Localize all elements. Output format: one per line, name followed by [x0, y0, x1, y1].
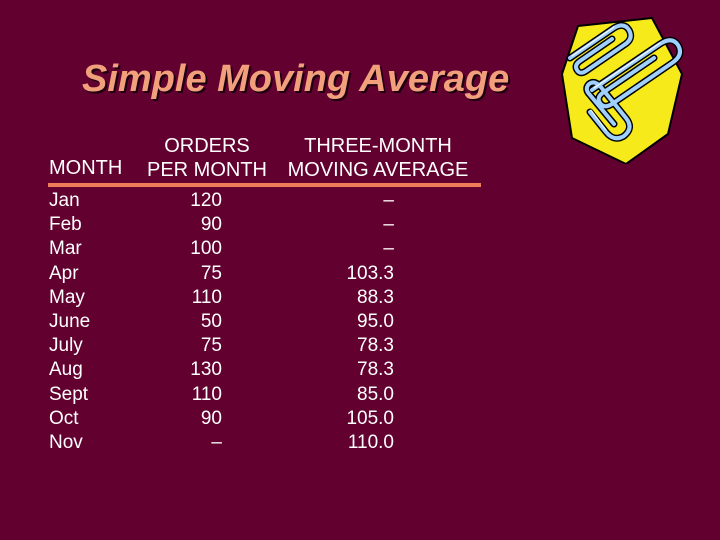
slide-title: Simple Moving Average [82, 58, 510, 100]
orders-cell: – [211, 431, 222, 453]
month-column: Jan Feb Mar Apr May June July Aug Sept O… [49, 189, 139, 455]
orders-cell: 90 [200, 407, 222, 429]
moving-average-cell: 78.3 [357, 335, 394, 357]
month-cell: May [49, 286, 85, 308]
header-avg-line1: THREE-MONTH [304, 135, 452, 157]
orders-cell: 75 [200, 262, 222, 284]
paperclips-icon [560, 16, 684, 164]
orders-cell: 50 [200, 310, 222, 332]
orders-cell: 90 [200, 214, 222, 236]
moving-average-cell: 88.3 [357, 286, 394, 308]
header-avg-line2: MOVING AVERAGE [287, 159, 469, 181]
moving-average-column: – – – 103.3 88.3 95.0 78.3 78.3 85.0 105… [300, 189, 394, 455]
month-cell: Mar [49, 238, 82, 260]
orders-cell: 120 [190, 190, 222, 211]
month-cell: Oct [49, 407, 79, 429]
orders-cell: 110 [191, 383, 222, 405]
moving-average-cell: – [383, 238, 394, 260]
header-orders-line2: PER MONTH [147, 159, 267, 181]
moving-average-cell: – [383, 214, 394, 236]
header-divider [48, 183, 481, 187]
orders-cell: 75 [200, 335, 222, 357]
month-cell: Jan [49, 190, 80, 211]
orders-column: 120 90 100 75 110 50 75 130 110 90 – [150, 189, 222, 455]
month-cell: Feb [49, 214, 82, 236]
moving-average-cell: 105.0 [346, 407, 394, 429]
moving-average-cell: 103.3 [346, 262, 394, 284]
moving-average-cell: 110.0 [347, 431, 394, 453]
header-orders-per-month: ORDERS PER MONTH [146, 134, 268, 182]
orders-cell: 100 [190, 238, 222, 260]
moving-average-cell: – [383, 190, 394, 211]
moving-average-cell: 95.0 [357, 310, 394, 332]
header-orders-line1: ORDERS [164, 135, 250, 157]
month-cell: July [49, 335, 83, 357]
month-cell: Nov [49, 431, 83, 453]
moving-average-cell: 85.0 [357, 383, 394, 405]
orders-cell: 110 [191, 286, 222, 308]
month-cell: June [49, 310, 91, 332]
month-cell: Sept [49, 383, 89, 405]
orders-cell: 130 [190, 359, 222, 381]
moving-average-cell: 78.3 [357, 359, 394, 381]
header-month: MONTH [49, 157, 123, 179]
month-cell: Aug [49, 359, 83, 381]
header-three-month-moving-average: THREE-MONTH MOVING AVERAGE [285, 134, 471, 182]
month-cell: Apr [49, 262, 79, 284]
